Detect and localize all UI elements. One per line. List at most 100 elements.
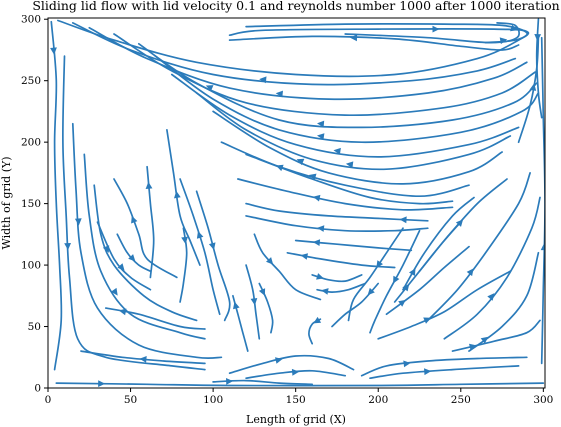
streamline-arrow-6 [205,85,214,92]
streamline-arrow-1 [510,24,518,32]
streamline-49 [369,365,520,380]
streamline-arrow-37 [145,181,153,189]
y-tick-label-0: 0 [34,383,41,395]
streamline-7 [137,42,538,129]
streamline-45 [228,354,355,375]
streamline-15 [237,178,454,211]
streamline-arrow-52 [402,283,410,292]
streamline-27 [62,55,206,371]
streamline-3 [228,35,520,51]
streamline-28 [71,122,223,360]
streamline-58 [451,319,541,352]
x-tick-label-100: 100 [203,394,223,406]
streamline-arrow-7 [317,120,325,128]
x-tick-label-250: 250 [451,394,471,406]
y-tick-label-150: 150 [21,198,41,210]
streamline-arrow-51 [398,299,406,307]
y-tick-label-300: 300 [21,14,41,26]
streamline-arrow-41 [208,242,216,250]
streamline-48 [360,356,528,377]
streamline-arrow-44 [258,288,266,296]
streamline-arrow-17 [312,239,321,246]
streamline-32 [113,178,178,279]
streamline-arrow-20 [316,273,324,280]
x-axis: 0 50 100 150 200 250 300 [45,388,553,406]
streamline-arrow-48 [403,360,411,368]
streamline-arrow-8 [317,133,325,140]
streamline-arrow-15 [312,194,321,202]
streamline-arrow-18 [300,253,308,260]
x-tick-label-300: 300 [533,394,553,406]
streamline-arrow-36 [98,380,106,387]
streamline-6 [113,33,536,117]
y-axis: 0 50 100 150 200 250 300 [21,14,48,395]
streamline-arrow-27 [64,243,71,251]
streamline-41 [195,190,231,322]
streamline-arrow-11 [296,158,305,166]
streamline-arrow-26 [50,47,57,55]
streamline-24 [369,229,421,334]
streamline-14 [245,215,429,233]
streamline-arrow-22 [367,287,375,296]
streamline-arrow-34 [118,308,127,316]
streamline-16 [245,202,429,222]
streamline-arrow-33 [128,254,136,262]
streamline-arrow-28 [74,218,82,226]
plot-area [50,18,545,387]
streamline-50 [377,270,512,340]
streamline-arrow-61 [529,83,537,91]
streamline-0 [57,19,530,78]
streamline-5 [88,26,528,101]
streamline-13 [245,153,454,205]
streamline-1 [245,23,529,44]
streamline-arrow-0 [432,25,440,33]
streamline-arrow-45 [275,357,283,364]
chart-title: Sliding lid flow with lid velocity 0.1 a… [32,0,559,13]
streamline-arrow-35 [139,356,147,363]
streamline-36 [55,382,545,387]
streamline-arrow-56 [487,293,495,301]
streamline-arrow-40 [181,236,188,244]
streamline-23 [347,227,404,322]
streamline-arrow-10 [345,161,354,169]
streamline-9 [170,73,520,158]
streamline-arrow-58 [469,343,477,351]
streamline-arrow-25 [313,316,322,324]
streamline-12 [220,141,470,198]
streamline-arrow-9 [333,147,341,155]
streamline-arrow-16 [399,216,407,224]
streamline-arrow-32 [131,215,138,224]
streamline-arrow-12 [308,173,317,181]
streamline-arrow-21 [321,288,329,295]
streamline-4 [71,22,517,86]
streamline-arrow-59 [540,243,545,251]
streamline-11 [212,110,503,185]
streamline-56 [443,196,541,340]
streamline-arrow-2 [499,37,508,45]
streamline-arrow-57 [480,336,489,344]
streamline-arrow-49 [424,368,432,376]
streamline-arrow-53 [409,268,416,276]
streamline-arrow-43 [250,298,258,306]
streamline-55 [426,172,531,322]
streamline-arrow-47 [226,378,234,385]
streamline-2 [344,22,520,44]
streamline-arrow-23 [376,260,383,268]
axes-frame [47,17,546,389]
streamline-arrow-24 [393,275,400,284]
x-tick-label-0: 0 [45,394,52,406]
streamline-arrow-4 [259,76,267,84]
streamline-26 [50,20,63,371]
streamline-arrow-42 [233,301,240,310]
streamline-39 [179,178,221,316]
y-tick-label-200: 200 [21,137,41,149]
streamline-arrow-14 [317,225,325,232]
y-tick-label-250: 250 [21,75,41,87]
x-axis-label: Length of grid (X) [246,413,346,426]
streamline-arrow-55 [466,268,474,277]
streamline-59 [540,36,545,365]
streamline-arrow-38 [174,190,181,199]
streamline-57 [468,251,540,352]
x-tick-label-50: 50 [124,394,137,406]
